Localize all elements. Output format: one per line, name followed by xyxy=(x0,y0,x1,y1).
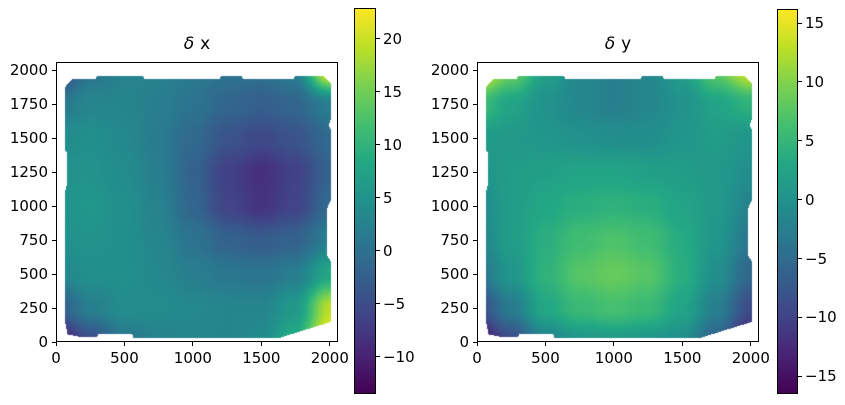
colorbar-tick-label: −5 xyxy=(383,294,406,313)
y-tick-mark xyxy=(473,205,477,207)
y-tick-label: 1000 xyxy=(9,197,48,216)
y-tick-label: 2000 xyxy=(9,61,48,80)
y-tick-label: 1250 xyxy=(430,163,469,182)
y-tick-label: 1000 xyxy=(430,197,469,216)
y-tick-mark xyxy=(52,103,56,105)
y-tick-label: 2000 xyxy=(430,61,469,80)
x-tick-mark xyxy=(55,342,57,346)
x-tick-label: 2000 xyxy=(731,349,770,367)
x-tick-mark xyxy=(544,342,546,346)
y-tick-mark xyxy=(473,171,477,173)
y-tick-label: 750 xyxy=(19,231,48,250)
colorbar-tick-mark xyxy=(798,22,802,24)
colorbar-tick-label: −5 xyxy=(805,249,828,268)
title-text: x xyxy=(200,34,211,54)
x-tick-label: 0 xyxy=(472,349,482,367)
colorbar-tick-mark xyxy=(376,144,380,146)
title-symbol: δ xyxy=(604,34,616,54)
colorbar-tick-label: 10 xyxy=(805,72,825,91)
colorbar-tick-label: −10 xyxy=(805,308,837,327)
colorbar-tick-mark xyxy=(798,199,802,201)
y-tick-mark xyxy=(52,205,56,207)
y-tick-label: 250 xyxy=(19,299,48,318)
x-tick-label: 500 xyxy=(531,349,560,367)
y-tick-mark xyxy=(473,341,477,343)
y-tick-mark xyxy=(52,341,56,343)
y-tick-label: 0 xyxy=(38,333,48,351)
colorbar-tick-mark xyxy=(376,356,380,358)
x-tick-label: 1500 xyxy=(242,349,281,367)
colorbar-tick-label: −10 xyxy=(383,347,415,366)
colorbar-tick-mark xyxy=(376,38,380,40)
y-tick-mark xyxy=(473,307,477,309)
colorbar-tick-mark xyxy=(376,91,380,93)
y-tick-mark xyxy=(473,103,477,105)
colorbar-tick-mark xyxy=(798,316,802,318)
y-tick-mark xyxy=(52,137,56,139)
colorbar-tick-label: 20 xyxy=(383,29,403,48)
y-tick-mark xyxy=(52,239,56,241)
y-tick-label: 1250 xyxy=(9,163,48,182)
heatmap-canvas-delta-x xyxy=(56,62,338,342)
colorbar-tick-label: 10 xyxy=(383,135,403,154)
title-symbol: δ xyxy=(183,34,195,54)
x-tick-label: 0 xyxy=(51,349,61,367)
y-tick-label: 500 xyxy=(440,265,469,284)
colorbar-tick-mark xyxy=(376,250,380,252)
colorbar-tick-label: 5 xyxy=(805,131,815,150)
x-tick-label: 500 xyxy=(110,349,139,367)
colorbar-tick-mark xyxy=(376,197,380,199)
colorbar-canvas-delta-y xyxy=(777,9,798,394)
heatmap-canvas-delta-y xyxy=(477,62,759,342)
y-tick-label: 1750 xyxy=(430,95,469,114)
x-tick-mark xyxy=(123,342,125,346)
colorbar-tick-label: 15 xyxy=(383,82,403,101)
y-tick-label: 1500 xyxy=(9,129,48,148)
x-tick-label: 1000 xyxy=(594,349,633,367)
colorbar-tick-label: 15 xyxy=(805,14,825,33)
x-tick-label: 1000 xyxy=(173,349,212,367)
y-tick-label: 0 xyxy=(459,333,469,351)
x-tick-label: 2000 xyxy=(310,349,349,367)
y-tick-mark xyxy=(52,171,56,173)
y-tick-label: 500 xyxy=(19,265,48,284)
y-tick-label: 750 xyxy=(440,231,469,250)
colorbar-tick-mark xyxy=(376,303,380,305)
y-tick-mark xyxy=(473,137,477,139)
x-tick-mark xyxy=(329,342,331,346)
y-tick-mark xyxy=(52,307,56,309)
y-tick-mark xyxy=(52,273,56,275)
colorbar-tick-label: 5 xyxy=(383,188,393,207)
colorbar-tick-label: 0 xyxy=(805,190,815,209)
y-tick-label: 250 xyxy=(440,299,469,318)
y-tick-mark xyxy=(473,273,477,275)
title-text: y xyxy=(621,34,632,54)
colorbar-tick-label: −15 xyxy=(805,367,837,386)
x-tick-mark xyxy=(613,342,615,346)
colorbar-tick-mark xyxy=(798,375,802,377)
colorbar-tick-label: 0 xyxy=(383,241,393,260)
x-tick-mark xyxy=(681,342,683,346)
x-tick-mark xyxy=(260,342,262,346)
x-tick-mark xyxy=(476,342,478,346)
colorbar-canvas-delta-x xyxy=(354,8,376,394)
colorbar-tick-mark xyxy=(798,258,802,260)
y-tick-label: 1500 xyxy=(430,129,469,148)
y-tick-mark xyxy=(473,239,477,241)
y-tick-label: 1750 xyxy=(9,95,48,114)
x-tick-mark xyxy=(192,342,194,346)
y-tick-mark xyxy=(52,69,56,71)
x-tick-mark xyxy=(750,342,752,346)
y-tick-mark xyxy=(473,69,477,71)
x-tick-label: 1500 xyxy=(663,349,702,367)
colorbar-tick-mark xyxy=(798,140,802,142)
colorbar-tick-mark xyxy=(798,81,802,83)
